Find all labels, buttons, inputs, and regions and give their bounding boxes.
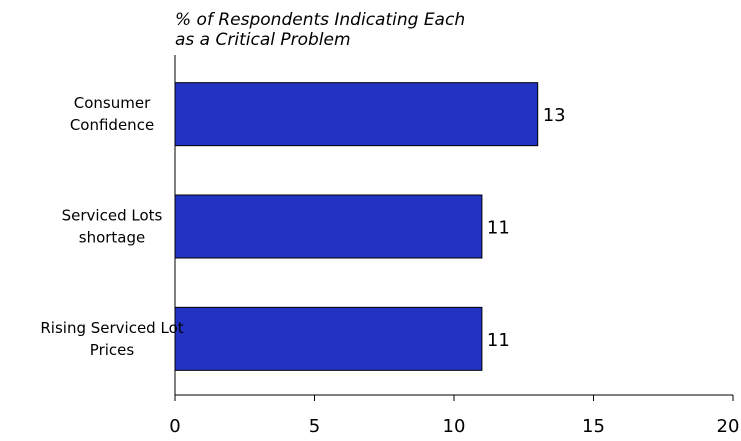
data-label-2: 11	[487, 218, 510, 239]
bars	[174, 82, 539, 371]
x-tick-label-4: 15	[582, 416, 605, 437]
category-label-1-line-2: Confidence	[70, 116, 154, 134]
bar-1	[174, 82, 539, 147]
bar-2	[174, 194, 483, 259]
category-label-2-line-2: shortage	[79, 229, 146, 247]
chart-title-line-2: as a Critical Problem	[175, 30, 351, 50]
x-tick-label-5: 20	[717, 416, 740, 437]
category-label-2-line-1: Serviced Lots	[62, 207, 163, 225]
x-tick-label-1: 0	[169, 416, 180, 437]
data-labels: 13 11 11	[487, 105, 566, 351]
data-label-1: 13	[543, 105, 566, 126]
category-labels: Consumer Confidence Serviced Lots shortage R…	[40, 94, 183, 359]
x-tick-label-3: 10	[443, 416, 466, 437]
data-label-3: 11	[487, 330, 510, 351]
chart-title-line-1: % of Respondents Indicating Each	[175, 10, 465, 30]
bar-3	[174, 306, 483, 371]
x-tick-label-2: 5	[309, 416, 320, 437]
category-label-1-line-1: Consumer	[74, 94, 151, 112]
category-label-3-line-1: Rising Serviced Lot	[40, 319, 183, 337]
category-label-3-line-2: Prices	[90, 341, 135, 359]
x-tick-labels: 0 5 10 15 20	[169, 395, 739, 437]
